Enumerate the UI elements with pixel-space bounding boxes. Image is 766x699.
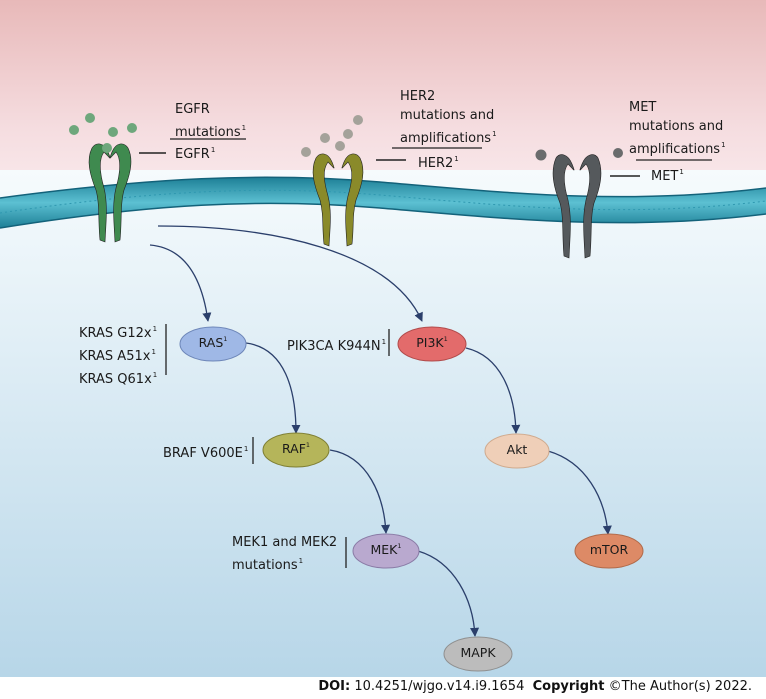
egfr-annotation: EGFR mutations1 — [175, 100, 246, 142]
membrane-inner-edge — [0, 202, 766, 229]
her2-name: HER2 — [418, 156, 454, 171]
diagram-canvas — [0, 0, 766, 677]
met-name-label: MET1 — [651, 163, 684, 186]
pi3k-node-label: PI3K1 — [416, 335, 448, 350]
raf-node-label: RAF1 — [281, 441, 311, 456]
her2-ligands — [301, 115, 363, 157]
mapk-node-label: MAPK — [460, 645, 496, 660]
egfr-annotation-sup: 1 — [241, 124, 247, 132]
citation-footer: DOI: 10.4251/wjgo.v14.i9.1654 Copyright … — [0, 677, 766, 699]
met-annotation-line-2: mutations and — [629, 119, 724, 134]
ras-node — [179, 326, 247, 362]
egfr-name: EGFR — [175, 147, 210, 162]
met-ligands — [535, 148, 623, 161]
egfr-ligands — [69, 113, 137, 153]
copyright-value: ©The Author(s) 2022. — [608, 679, 752, 694]
akt-node — [484, 433, 550, 469]
mtor-node — [574, 533, 644, 569]
mek-node — [352, 533, 420, 569]
her2-annotation-line-3: amplifications — [400, 131, 492, 146]
doi-label: DOI: — [318, 679, 351, 694]
met-name: MET — [651, 169, 679, 184]
kras-mutation-item: KRAS G12x1 — [79, 325, 158, 341]
arrow-mek-to-mapk — [417, 550, 480, 637]
egfr-name-label: EGFR1 — [175, 141, 215, 164]
egfr-annotation-line-2: mutations — [175, 125, 241, 140]
kras-mutation-list: KRAS G12x1 KRAS A51x1 KRAS Q61x1 — [79, 320, 157, 389]
mapk-node — [443, 636, 513, 672]
her2-annotation-sup: 1 — [492, 130, 497, 138]
met-annotation-line-3: amplifications — [629, 142, 721, 157]
arrow-to-ras — [149, 244, 212, 322]
copyright-label: Copyright — [532, 679, 605, 694]
egfr-name-sup: 1 — [210, 146, 216, 154]
arrow-pi3k-to-akt — [465, 347, 521, 434]
her2-receptor — [312, 153, 364, 247]
cytoplasm-space — [0, 170, 766, 677]
egfr-receptor — [88, 143, 132, 243]
arrow-raf-to-mek — [329, 449, 391, 534]
met-annotation: MET mutations and amplifications1 — [629, 98, 726, 159]
her2-annotation: HER2 mutations and amplifications1 — [400, 87, 497, 148]
kras-mutation-item: KRAS A51x1 — [79, 348, 156, 364]
mtor-node-label: mTOR — [589, 542, 629, 557]
pi3k-node — [397, 326, 467, 362]
egfr-annotation-line-1: EGFR — [175, 102, 210, 117]
met-name-sup: 1 — [679, 168, 684, 176]
akt-node-label: Akt — [506, 442, 528, 457]
braf-mutation-label: BRAF V600E1 — [163, 445, 249, 461]
kras-mutation-item: KRAS Q61x1 — [79, 371, 158, 387]
met-receptor — [552, 154, 602, 259]
arrow-to-pi3k — [157, 225, 423, 322]
mek-mutation-label: MEK1 and MEK2 mutations1 — [232, 535, 338, 573]
her2-name-sup: 1 — [454, 155, 459, 163]
her2-name-label: HER21 — [418, 150, 459, 173]
met-annotation-line-1: MET — [629, 100, 657, 115]
her2-annotation-line-2: mutations and — [400, 108, 495, 123]
arrow-akt-to-mtor — [547, 450, 612, 535]
doi-value: 10.4251/wjgo.v14.i9.1654 — [354, 679, 525, 694]
ras-node-label: RAS1 — [198, 335, 228, 350]
pik3ca-mutation-label: PIK3CA K944N1 — [287, 338, 387, 354]
met-annotation-sup: 1 — [721, 141, 726, 149]
cell-membrane — [0, 177, 766, 228]
membrane-midline — [0, 189, 766, 214]
mek-node-label: MEK1 — [370, 542, 402, 557]
arrow-ras-to-raf — [245, 342, 301, 434]
her2-annotation-line-1: HER2 — [400, 89, 436, 104]
membrane-outer-edge — [0, 176, 766, 199]
raf-node — [262, 432, 330, 468]
